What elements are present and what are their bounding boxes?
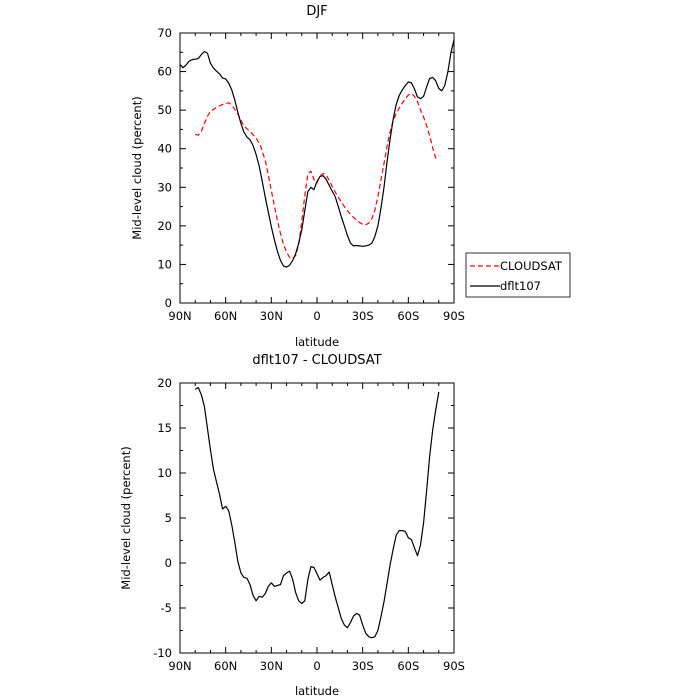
top-chart: DJF 90N 60N 30N 0 30S 60S 90S 0 10 20 30 40 50 60 70 l… <box>130 4 465 349</box>
top-series-line-cloudsat <box>195 92 440 260</box>
top-ytick-label: 30 <box>157 180 172 194</box>
top-ytick-label: 20 <box>157 219 172 233</box>
bottom-ytick-label: 0 <box>165 556 172 570</box>
top-chart-frame <box>179 32 455 304</box>
bottom-ytick-label: -5 <box>161 601 172 615</box>
bottom-xtick-label: 60N <box>214 659 237 673</box>
bottom-chart-series <box>194 386 440 639</box>
top-chart-ticks: 90N 60N 30N 0 30S 60S 90S 0 10 20 30 40 50 60 70 <box>157 26 465 323</box>
top-xtick-label: 30N <box>260 309 283 323</box>
legend-box <box>465 252 571 298</box>
top-xtick-label: 30S <box>352 309 374 323</box>
top-xtick-label: 90S <box>443 309 465 323</box>
bottom-xtick-label: 30N <box>260 659 283 673</box>
bottom-ytick-label: 10 <box>157 466 172 480</box>
legend: CLOUDSAT dflt107 <box>465 252 571 298</box>
bottom-xtick-label: 30S <box>352 659 374 673</box>
legend-label-dflt107: dflt107 <box>500 279 541 293</box>
top-xtick-label: 60S <box>397 309 419 323</box>
bottom-ytick-label: -10 <box>153 646 172 660</box>
bottom-xtick-label: 90N <box>168 659 191 673</box>
bottom-chart-ticks: 90N 60N 30N 0 30S 60S 90S -10 -5 0 5 10 15 20 <box>153 376 465 673</box>
bottom-series-line-difference <box>194 386 440 639</box>
top-chart-series <box>179 39 455 268</box>
bottom-ytick-label: 5 <box>165 511 172 525</box>
top-xtick-label: 60N <box>214 309 237 323</box>
bottom-xtick-label: 0 <box>313 659 320 673</box>
top-chart-xlabel: latitude <box>295 335 339 349</box>
bottom-xtick-label: 90S <box>443 659 465 673</box>
legend-label-cloudsat: CLOUDSAT <box>500 259 563 273</box>
top-ytick-label: 50 <box>157 103 172 117</box>
top-ytick-label: 0 <box>165 296 172 310</box>
top-ytick-label: 70 <box>157 26 172 40</box>
bottom-chart-ylabel: Mid-level cloud (percent) <box>119 446 133 589</box>
top-chart-ylabel: Mid-level cloud (percent) <box>130 96 144 239</box>
top-ytick-label: 40 <box>157 142 172 156</box>
bottom-ytick-label: 15 <box>157 421 172 435</box>
bottom-xtick-label: 60S <box>397 659 419 673</box>
top-series-line-dflt107 <box>179 39 455 268</box>
top-xtick-label: 90N <box>168 309 191 323</box>
top-chart-title: DJF <box>306 4 327 19</box>
bottom-chart-xlabel: latitude <box>295 684 339 698</box>
bottom-chart-title: dflt107 - CLOUDSAT <box>252 353 381 368</box>
bottom-chart: dflt107 - CLOUDSAT 90N 60N 30N 0 30S 60S 90S -1… <box>119 353 465 698</box>
bottom-chart-frame <box>179 382 455 654</box>
top-xtick-label: 0 <box>313 309 320 323</box>
top-ytick-label: 60 <box>157 65 172 79</box>
top-ytick-label: 10 <box>157 257 172 271</box>
bottom-ytick-label: 20 <box>157 376 172 390</box>
